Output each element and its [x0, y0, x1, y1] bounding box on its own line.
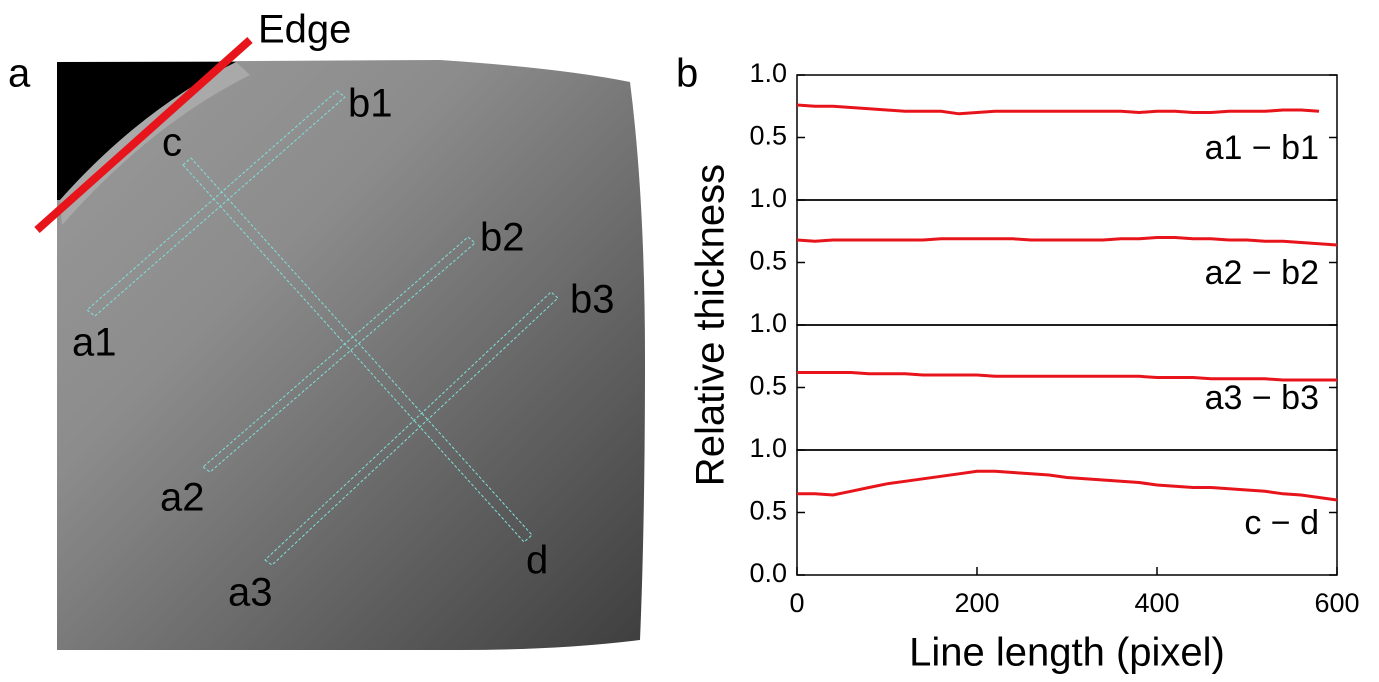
series-label: c − d	[1244, 504, 1319, 542]
image-label: b3	[570, 278, 615, 322]
image-label: d	[526, 539, 548, 583]
data-line	[797, 469, 1338, 502]
y-tick-label: 1.0	[749, 58, 787, 88]
x-tick-label: 0	[789, 588, 804, 618]
y-tick-label: 0.5	[749, 121, 787, 151]
x-tick-label: 600	[1314, 588, 1359, 618]
panel-label: b	[676, 52, 698, 96]
y-tick-label: 0.5	[749, 246, 787, 276]
panel-label: a	[8, 52, 31, 96]
x-tick-label: 200	[954, 588, 999, 618]
y-tick-label: 1.0	[749, 183, 787, 213]
series-label: a1 − b1	[1205, 129, 1319, 167]
image-label: a2	[160, 476, 205, 520]
y-tick-label: 0.5	[749, 371, 787, 401]
y-tick-label: 1.0	[749, 433, 787, 463]
image-label: b2	[480, 216, 525, 260]
x-axis-label: Line length (pixel)	[909, 631, 1225, 675]
image-label: a3	[228, 571, 273, 615]
data-line	[796, 236, 1338, 247]
image-label: b1	[348, 82, 393, 126]
image-label: Edge	[258, 8, 351, 52]
image-label: a1	[72, 321, 117, 365]
data-line	[797, 371, 1337, 382]
sample-image	[34, 37, 645, 650]
y-tick-label: 0.0	[749, 558, 787, 588]
series-label: a3 − b3	[1205, 379, 1319, 417]
y-tick-label: 1.0	[749, 308, 787, 338]
data-line	[796, 103, 1320, 116]
x-tick-label: 400	[1134, 588, 1179, 618]
image-label: c	[162, 121, 182, 165]
series-label: a2 − b2	[1205, 254, 1319, 292]
y-tick-label: 0.5	[749, 496, 787, 526]
y-axis-label: Relative thickness	[689, 164, 733, 486]
